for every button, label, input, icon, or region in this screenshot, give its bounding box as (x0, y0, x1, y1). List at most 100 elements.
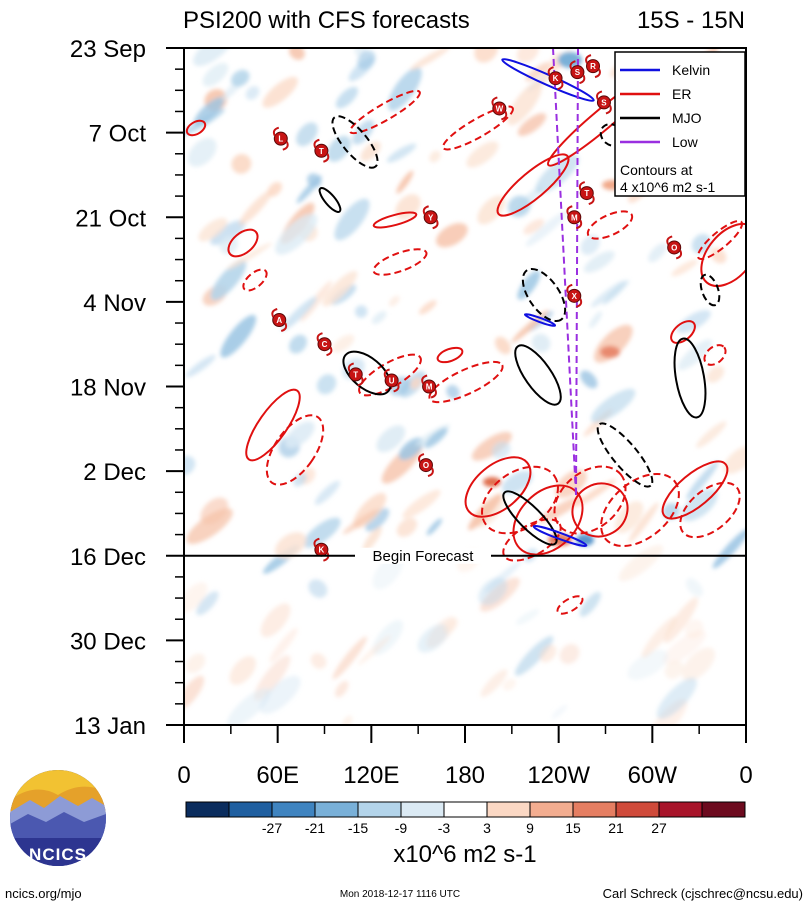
storm-marker: T (578, 181, 595, 206)
anomaly-blob (260, 603, 291, 638)
footer-author: Carl Schreck (cjschrec@ncsu.edu) (603, 886, 803, 901)
anomaly-blob (310, 653, 327, 669)
anomaly-blob (417, 624, 449, 653)
storm-marker: K (547, 66, 564, 91)
anomaly-blob (656, 677, 697, 720)
storm-label: T (319, 147, 324, 156)
storm-label: M (426, 383, 433, 392)
y-tick-label: 18 Nov (70, 375, 146, 402)
anomaly-blob (523, 218, 545, 235)
contour-line (265, 414, 325, 486)
anomaly-blob (362, 526, 382, 552)
anomaly-blob (574, 479, 616, 507)
anomaly-blob (202, 63, 229, 87)
storm-label: W (496, 104, 504, 113)
anomaly-blob (386, 143, 417, 163)
legend: Kelvin ER MJO Low Contours at 4 x10^6 m2 s-… (614, 51, 746, 197)
storm-label: Y (428, 213, 434, 222)
colorbar-level-label: 21 (608, 820, 624, 836)
footer-timestamp: Mon 2018-12-17 1116 UTC (340, 889, 460, 900)
storm-label: K (553, 74, 559, 83)
anomaly-blob (184, 675, 205, 710)
anomaly-blob (474, 48, 499, 63)
anomaly-blob (618, 544, 664, 582)
anomaly-blob (531, 333, 551, 353)
anomaly-blob (352, 120, 375, 145)
anomaly-blob (559, 643, 580, 665)
anomaly-blob (662, 630, 707, 665)
anomaly-blob (579, 591, 601, 617)
anomaly-blob (580, 234, 600, 255)
anomaly-blob (664, 597, 699, 644)
y-tick-label: 7 Oct (89, 121, 147, 148)
anomaly-blob (676, 310, 711, 333)
anomaly-blob (193, 96, 225, 126)
anomaly-blob (583, 250, 615, 273)
contour-line (673, 337, 707, 419)
contour-line (242, 268, 268, 292)
colorbar-swatch (228, 801, 273, 818)
footer-site: ncics.org/mjo (5, 886, 82, 901)
anomaly-blob (354, 305, 368, 318)
x-tick-label: 180 (445, 762, 485, 789)
storm-label: R (590, 62, 596, 71)
anomaly-blob (558, 52, 582, 68)
anomaly-blob (580, 370, 598, 389)
legend-box (614, 51, 746, 197)
anomaly-blob (426, 518, 443, 536)
contour-line (700, 223, 746, 287)
anomaly-blob (435, 223, 468, 248)
colorbar-level-label: -3 (438, 820, 451, 836)
anomaly-blob (576, 534, 594, 546)
anomaly-blob (269, 627, 298, 663)
anomaly-blob (334, 198, 370, 241)
colorbar-swatch (615, 801, 660, 818)
legend-entry-label: Low (672, 134, 699, 150)
storm-label: A (276, 316, 282, 325)
contour-line (521, 267, 567, 323)
legend-contour-value: 4 x10^6 m2 s-1 (620, 179, 715, 195)
anomaly-blob (627, 650, 669, 680)
anomaly-blob (402, 489, 441, 519)
anomaly-blob (342, 509, 379, 535)
anomaly-blob (396, 170, 414, 194)
storm-marker: O (418, 453, 434, 478)
storm-label: T (353, 370, 358, 379)
anomaly-blob (357, 50, 376, 70)
anomaly-blob (590, 388, 636, 423)
forecast-label: Begin Forecast (373, 548, 475, 565)
contour-line (227, 228, 259, 258)
anomaly-blob (684, 619, 704, 639)
anomaly-blob (723, 445, 746, 474)
contour-line (556, 595, 584, 615)
anomaly-blob (196, 591, 219, 616)
colorbar-level-label: -21 (305, 820, 325, 836)
anomaly-blob (316, 374, 337, 395)
colorbar-swatch (357, 801, 402, 818)
colorbar-swatch (572, 801, 617, 818)
contour-line (464, 456, 532, 518)
anomaly-blob (186, 508, 233, 545)
storm-label: S (575, 68, 581, 77)
anomaly-blob (262, 76, 298, 108)
colorbar-swatch (701, 801, 746, 818)
anomaly-blob (429, 150, 441, 163)
contour-line (699, 273, 721, 307)
anomaly-blob (365, 508, 390, 532)
anomaly-blob (602, 279, 630, 305)
contour-line (442, 105, 514, 151)
storm-marker: U (383, 368, 400, 393)
contour-line (596, 422, 654, 488)
anomaly-blob (198, 218, 228, 242)
anomaly-blob (517, 270, 541, 300)
colorbar-level-label: -9 (395, 820, 408, 836)
storm-label: L (278, 135, 283, 144)
anomaly-blob (648, 243, 667, 263)
contour-line (481, 465, 559, 535)
y-tick-label: 2 Dec (83, 459, 146, 486)
anomaly-blob (184, 582, 208, 613)
y-tick-label: 13 Jan (74, 713, 146, 740)
anomaly-blob (289, 334, 308, 354)
anomaly-blob (525, 210, 569, 247)
